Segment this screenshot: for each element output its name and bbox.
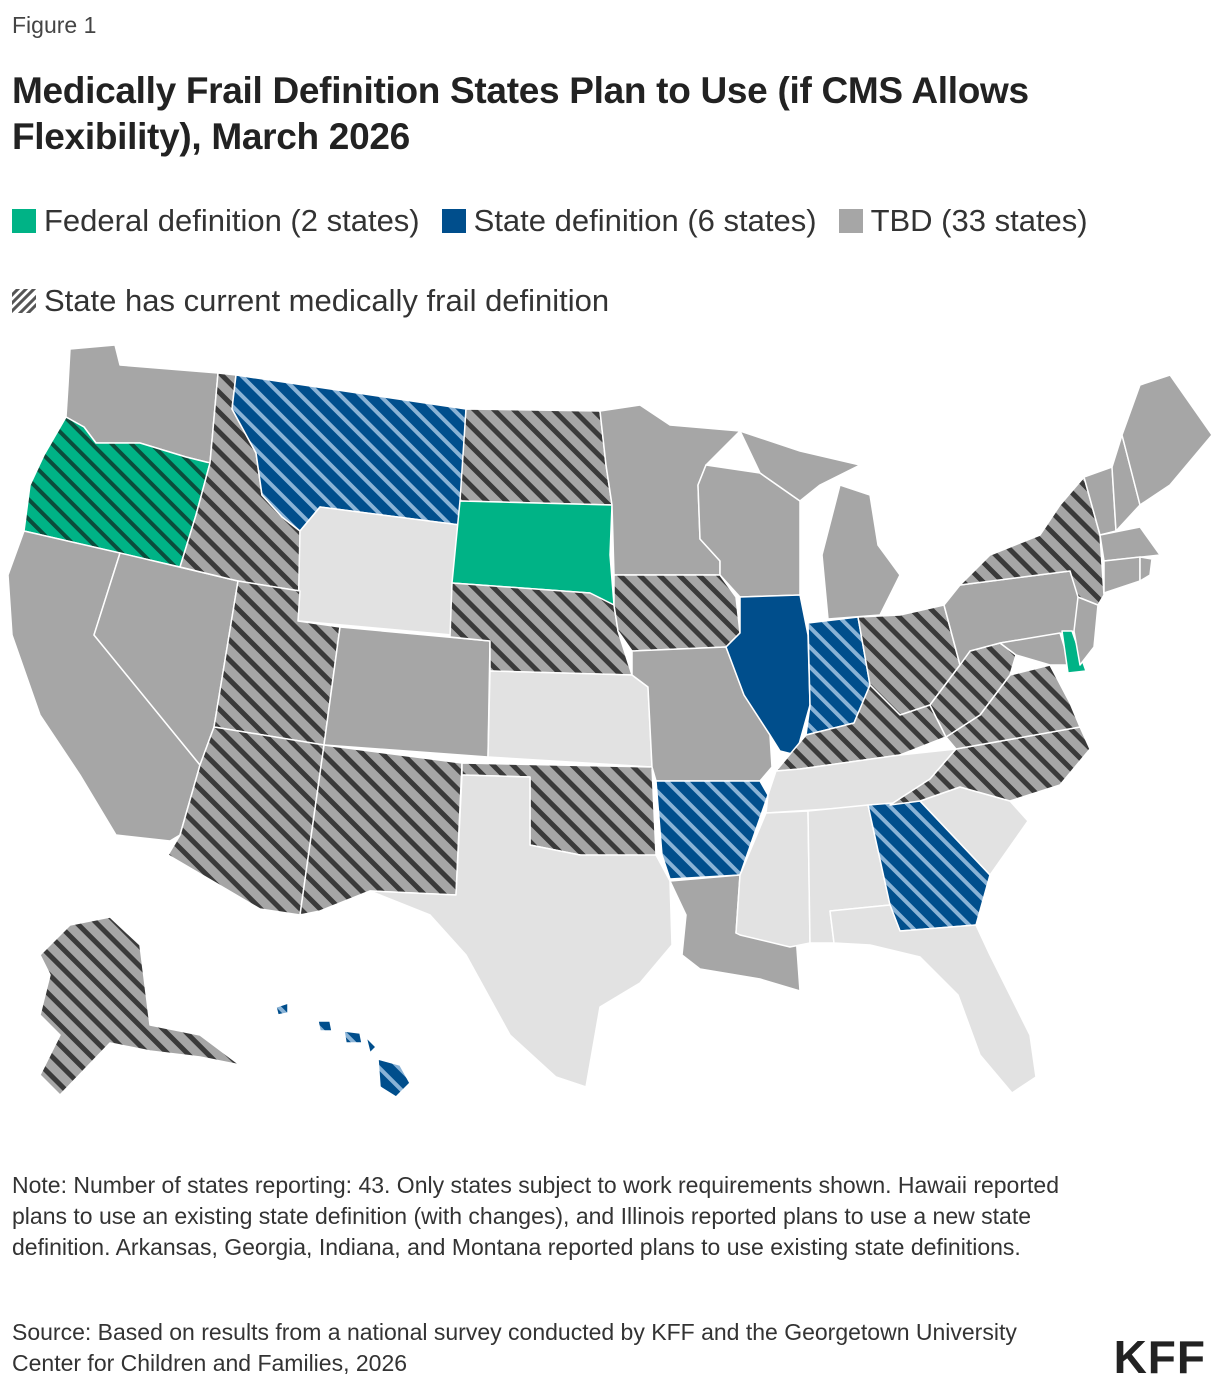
state-iowa [613, 574, 741, 652]
legend-swatch-tbd [838, 209, 863, 233]
legend-swatch-state [441, 209, 466, 233]
state-kansas [487, 670, 653, 768]
state-maryland [999, 632, 1071, 666]
state-north-carolina [889, 726, 1091, 806]
us-map [7, 344, 1213, 1098]
state-maine [1121, 374, 1213, 506]
legend-label-current-definition: State has current medically frail defini… [44, 283, 610, 318]
source: Source: Based on results from a national… [12, 1319, 1017, 1376]
legend-item-tbd: TBD (33 states) [838, 203, 1088, 239]
state-texas [369, 774, 673, 1088]
legend-swatch-federal [12, 209, 36, 233]
legend-label-federal: Federal definition (2 states) [44, 203, 420, 238]
state-north-dakota [459, 408, 613, 506]
state-florida [829, 904, 1037, 1094]
state-rhode-island [1139, 556, 1153, 582]
state-michigan [821, 484, 901, 620]
state-massachusetts [1099, 526, 1161, 562]
state-michigan-upper [739, 430, 861, 502]
note: Note: Number of states reporting: 43. On… [12, 1172, 1059, 1260]
legend-item-state: State definition (6 states) [441, 203, 817, 239]
state-alaska [39, 916, 241, 1096]
legend-hatch: State has current medically frail defini… [12, 283, 631, 319]
kff-logo: KFF [1113, 1331, 1206, 1383]
state-new-jersey [1073, 596, 1099, 666]
state-illinois [725, 594, 811, 756]
state-new-mexico [299, 744, 463, 916]
figure-label: Figure 1 [12, 12, 97, 38]
legend-item-federal: Federal definition (2 states) [12, 203, 420, 239]
legend: Federal definition (2 states) State defi… [12, 203, 1110, 239]
chart-title: Medically Frail Definition States Plan t… [12, 70, 1029, 157]
state-colorado [323, 626, 491, 758]
hatch-swatch-icon [12, 289, 36, 313]
legend-label-state: State definition (6 states) [473, 203, 817, 238]
legend-item-current-definition: State has current medically frail defini… [12, 283, 609, 319]
state-connecticut [1103, 556, 1141, 594]
state-wyoming [297, 506, 461, 636]
state-hawaii [275, 1002, 411, 1098]
legend-label-tbd: TBD (33 states) [870, 203, 1088, 238]
